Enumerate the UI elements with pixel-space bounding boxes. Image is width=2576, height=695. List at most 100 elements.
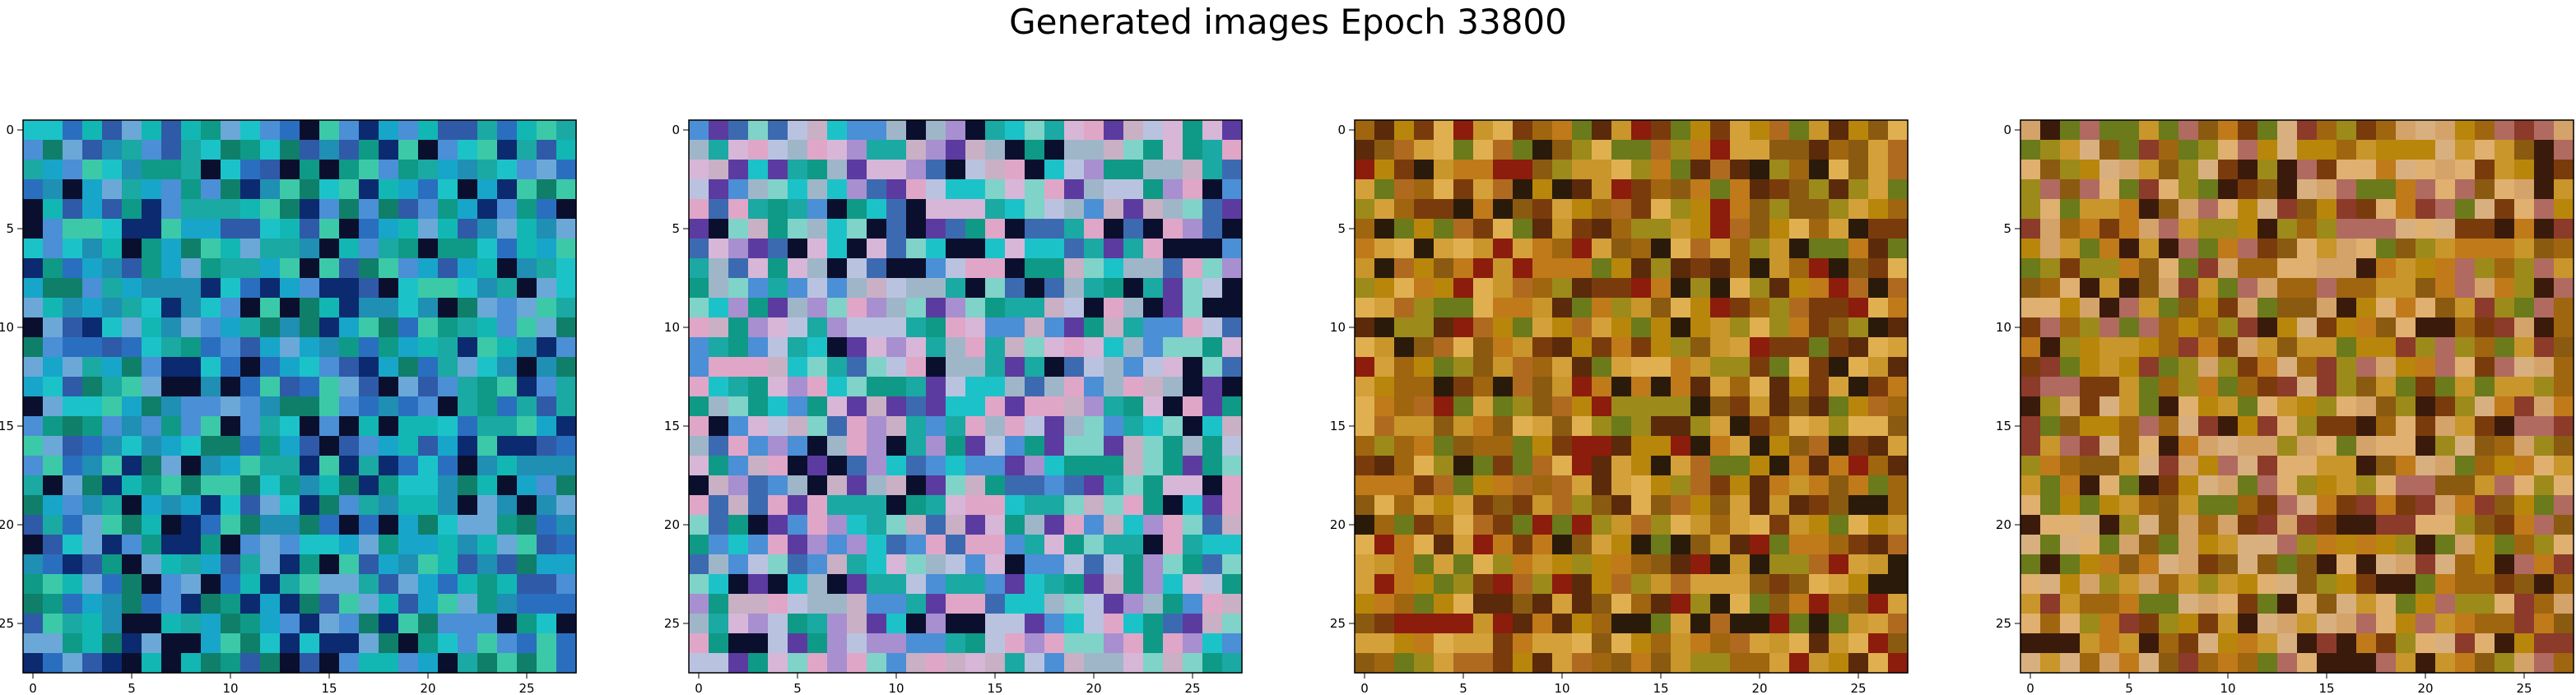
pixel-cell [2099,574,2120,595]
pixel-cell [1104,219,1124,239]
pixel-cell [1592,199,1612,220]
pixel-cell [1651,633,1672,654]
pixel-cell [1183,574,1203,595]
pixel-cell [300,574,320,595]
pixel-cell [1631,535,1652,555]
pixel-cell [43,396,63,417]
pixel-cell [161,199,182,220]
pixel-cell [1631,120,1652,141]
pixel-cell [2495,515,2515,535]
pixel-cell [2435,160,2456,180]
pixel-cell [300,396,320,417]
pixel-cell [2257,258,2278,279]
pixel-cell [2416,258,2436,279]
image-panel-1: 0 5 10 15 20 25 0 5 10 15 20 25 [0,119,577,695]
pixel-cell [221,633,241,654]
pixel-cell [1104,140,1124,160]
pixel-cell [1572,456,1593,476]
pixel-cell [2514,337,2535,358]
pixel-cell [867,377,887,397]
pixel-cell [1355,554,1375,575]
pixel-cell [379,258,399,279]
pixel-cell [2475,416,2495,437]
pixel-cell [2514,594,2535,614]
pixel-cell [1394,495,1415,516]
pixel-cell [240,160,261,180]
pixel-cell [1750,396,1770,417]
pixel-cell [398,614,419,634]
pixel-cell [2020,199,2041,220]
pixel-cell [359,574,379,595]
pixel-cell [2337,436,2357,456]
pixel-cell [985,377,1006,397]
pixel-cell [1374,337,1395,358]
pixel-cell [1374,456,1395,476]
pixel-cell [280,258,300,279]
pixel-cell [1414,495,1434,516]
pixel-cell [1611,199,1632,220]
pixel-cell [300,436,320,456]
pixel-cell [728,614,749,634]
pixel-cell [2277,160,2298,180]
pixel-cell [1868,633,1889,654]
pixel-cell [240,179,261,200]
pixel-cell [867,140,887,160]
pixel-cell [768,416,788,437]
pixel-cell [122,317,142,338]
pixel-cell [2495,258,2515,279]
pixel-cell [926,515,946,535]
pixel-cell [2297,535,2318,555]
pixel-cell [2495,594,2515,614]
pixel-cell [458,317,478,338]
pixel-cell [788,357,808,378]
pixel-cell [2396,278,2416,299]
pixel-cell [1651,495,1672,516]
pixel-cell [2435,515,2456,535]
pixel-cell [2080,179,2100,200]
pixel-cell [768,219,788,239]
pixel-cell [2099,140,2120,160]
pixel-cell [1848,436,1869,456]
pixel-cell [2178,317,2199,338]
pixel-cell [2396,456,2416,476]
pixel-cell [517,456,537,476]
pixel-cell [142,594,162,614]
pixel-cell [2514,317,2535,338]
pixel-cell [1104,199,1124,220]
pixel-cell [867,653,887,674]
pixel-cell [23,179,44,200]
pixel-cell [1493,574,1514,595]
pixel-cell [260,515,281,535]
pixel-cell [23,554,44,575]
pixel-cell [1434,475,1454,496]
pixel-cell [1005,140,1025,160]
pixel-cell [1592,377,1612,397]
pixel-cell [2495,278,2515,299]
pixel-cell [1123,475,1144,496]
pixel-cell [1552,160,1573,180]
pixel-cell [142,396,162,417]
pixel-cell [1183,396,1203,417]
pixel-cell [556,317,577,338]
pixel-cell [556,653,577,674]
pixel-cell [2099,377,2120,397]
pixel-cell [1434,495,1454,516]
pixel-cell [379,377,399,397]
pixel-cell [1671,515,1691,535]
pixel-cell [379,298,399,318]
pixel-cell [1671,436,1691,456]
pixel-cell [1084,495,1104,516]
pixel-cell [161,179,182,200]
pixel-cell [1809,475,1830,496]
pixel-cell [827,456,848,476]
pixel-cell [260,160,281,180]
pixel-cell [43,179,63,200]
pixel-cell [1769,357,1790,378]
pixel-cell [1769,278,1790,299]
pixel-cell [2020,239,2041,259]
pixel-cell [556,337,577,358]
pixel-cell [2080,594,2100,614]
pixel-cell [2455,120,2476,141]
pixel-cell [1064,120,1085,141]
pixel-cell [1183,258,1203,279]
